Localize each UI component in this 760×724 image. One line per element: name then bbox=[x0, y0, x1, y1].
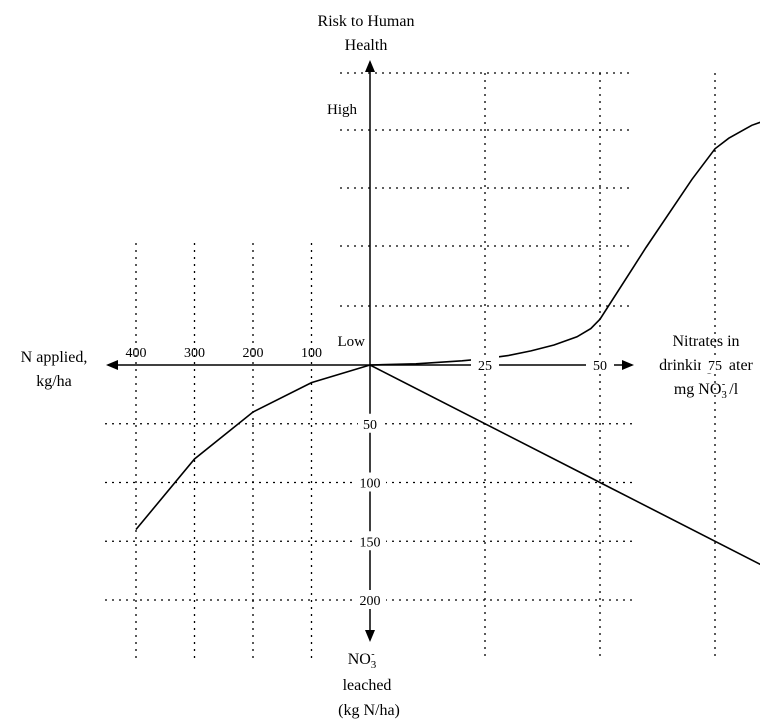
down-axis-label-line-1: NO3- bbox=[348, 649, 377, 671]
risk-low-label: Low bbox=[338, 334, 366, 350]
tick-label-bg-down-200 bbox=[354, 590, 386, 609]
tick-label-right-75: 75 bbox=[708, 359, 722, 374]
risk-high-label: High bbox=[327, 102, 358, 118]
up-axis-label-line-2: Health bbox=[345, 37, 388, 54]
tick-label-left-100: 100 bbox=[301, 346, 322, 361]
tick-label-right-50: 50 bbox=[593, 359, 607, 374]
left-axis-label-line-2: kg/ha bbox=[36, 373, 72, 390]
tick-label-bg-down-100 bbox=[354, 472, 386, 492]
tick-label-left-400: 400 bbox=[126, 346, 147, 361]
tick-label-down-50: 50 bbox=[363, 418, 377, 433]
right-axis-label-line-3: mg NO3- /l bbox=[674, 379, 739, 401]
tick-label-down-150: 150 bbox=[360, 535, 381, 550]
down-axis-label-line-3: (kg N/ha) bbox=[338, 702, 400, 719]
tick-labels: 10020030040025507510050100150200 bbox=[126, 346, 729, 609]
series-line-1 bbox=[135, 364, 371, 531]
tick-label-bg-down-150 bbox=[354, 531, 386, 551]
right-axis-label-line-1: Nitrates in bbox=[672, 333, 739, 350]
tick-label-bg-down-50 bbox=[358, 413, 382, 433]
tick-label-down-100: 100 bbox=[360, 477, 381, 492]
left-axis-label-line-1: N applied, bbox=[21, 349, 88, 366]
up-axis-label-line-1: Risk to Human bbox=[318, 13, 415, 30]
series-line-2 bbox=[369, 364, 760, 566]
series-line-3 bbox=[369, 121, 760, 366]
tick-label-bg-right-75 bbox=[701, 356, 729, 373]
tick-label-down-200: 200 bbox=[360, 594, 381, 609]
down-axis-label-line-2: leached bbox=[343, 677, 392, 694]
tick-label-left-200: 200 bbox=[243, 346, 264, 361]
tick-label-bg-right-25 bbox=[471, 356, 499, 373]
tick-label-left-300: 300 bbox=[184, 346, 205, 361]
tick-label-bg-right-50 bbox=[586, 356, 614, 373]
tick-label-right-25: 25 bbox=[478, 359, 492, 374]
